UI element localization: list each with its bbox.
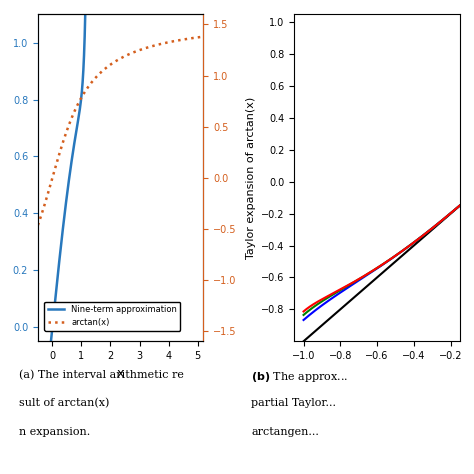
Line: arctan(x): arctan(x) xyxy=(38,36,203,225)
Text: arctangen...: arctangen... xyxy=(251,427,319,437)
Legend: Nine-term approximation, arctan(x): Nine-term approximation, arctan(x) xyxy=(45,302,180,330)
arctan(x) xyxy=(165,39,171,45)
Nine-term approximation xyxy=(35,456,41,462)
Text: partial Taylor...: partial Taylor... xyxy=(251,398,336,408)
Text: (a) The interval arithmetic re: (a) The interval arithmetic re xyxy=(19,370,184,380)
X-axis label: x: x xyxy=(117,366,124,380)
arctan(x) xyxy=(196,35,201,40)
Line: Nine-term approximation: Nine-term approximation xyxy=(38,0,203,459)
arctan(x) xyxy=(116,57,121,63)
Text: $\mathbf{(b)}$ The approx...: $\mathbf{(b)}$ The approx... xyxy=(251,370,348,384)
Text: sult of arctan(x): sult of arctan(x) xyxy=(19,398,109,409)
arctan(x) xyxy=(111,59,117,65)
Nine-term approximation xyxy=(44,383,49,389)
arctan(x) xyxy=(201,34,206,39)
arctan(x) xyxy=(35,222,41,228)
arctan(x) xyxy=(44,196,49,201)
Text: n expansion.: n expansion. xyxy=(19,427,90,437)
arctan(x) xyxy=(196,35,201,40)
Y-axis label: Taylor expansion of arctan(x): Taylor expansion of arctan(x) xyxy=(246,97,255,259)
